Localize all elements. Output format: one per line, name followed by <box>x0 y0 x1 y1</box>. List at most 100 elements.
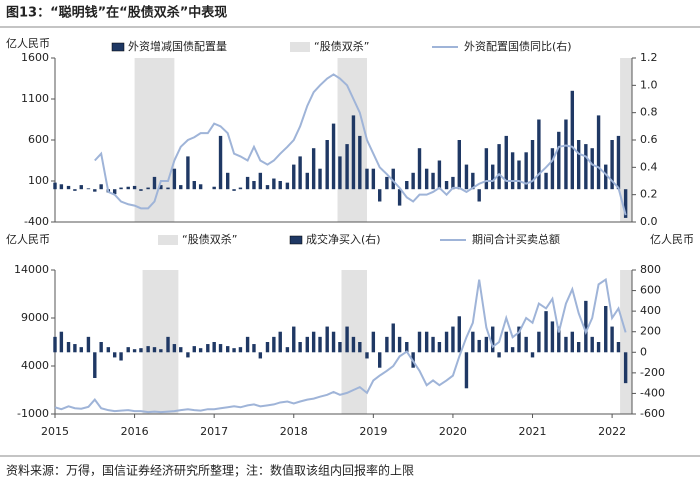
bar <box>385 176 389 190</box>
x-tick-label: 2015 <box>41 425 69 438</box>
bar <box>524 336 528 353</box>
bar <box>345 144 349 190</box>
y2-tick-label: -600 <box>640 407 665 420</box>
x-tick-label: 2021 <box>519 425 547 438</box>
bar <box>557 131 561 190</box>
bar <box>537 331 541 353</box>
bar <box>564 119 568 190</box>
bar <box>471 172 475 190</box>
y-tick-label: -400 <box>24 215 49 228</box>
bar <box>198 184 203 190</box>
bar <box>106 347 111 353</box>
x-tick-label: 2019 <box>359 425 387 438</box>
bar <box>365 168 369 190</box>
y-tick-label: -1000 <box>17 407 49 420</box>
bar <box>491 326 495 353</box>
y2-tick-label: 1.2 <box>640 51 658 64</box>
bar <box>159 185 163 190</box>
bar <box>564 336 568 353</box>
bar <box>278 181 282 190</box>
bar <box>576 342 581 353</box>
bar <box>437 342 442 353</box>
y-unit: 亿人民币 <box>6 233 50 246</box>
bar <box>405 342 409 353</box>
bar <box>265 342 270 353</box>
bar <box>166 187 170 190</box>
bar <box>59 184 64 190</box>
y2-tick-label: 0 <box>640 345 647 358</box>
bar <box>397 189 402 206</box>
bar <box>258 172 263 190</box>
y2-tick-label: 800 <box>640 263 661 276</box>
bar <box>305 336 309 353</box>
bar <box>351 336 356 353</box>
bar <box>497 144 501 190</box>
y2-tick-label: 0.0 <box>640 215 658 228</box>
y2-tick-label: 600 <box>640 284 661 297</box>
y-tick-label: 600 <box>28 133 49 146</box>
bar <box>179 347 183 353</box>
bar <box>477 189 481 202</box>
bar <box>510 152 515 190</box>
bar <box>86 188 91 190</box>
bar <box>517 160 521 190</box>
legend-swatch <box>290 42 310 52</box>
bar <box>245 176 250 190</box>
bar <box>73 189 77 191</box>
bar <box>298 156 302 190</box>
y2-unit: 亿人民币 <box>650 233 694 246</box>
x-tick-label: 2017 <box>200 425 228 438</box>
bar <box>424 168 429 190</box>
y2-tick-label: 200 <box>640 325 661 338</box>
bar <box>73 344 77 353</box>
bar <box>338 156 342 190</box>
bar <box>338 342 342 353</box>
bar <box>93 189 97 192</box>
bar <box>424 331 429 353</box>
legend-label: 外资增减国债配置量 <box>128 39 227 53</box>
bar <box>318 336 322 353</box>
bar <box>192 181 196 190</box>
bar <box>477 339 481 353</box>
x-tick-label: 2020 <box>439 425 467 438</box>
y-tick-label: 1600 <box>21 51 49 64</box>
bar <box>584 300 588 353</box>
bar <box>126 186 130 190</box>
bar <box>405 181 409 190</box>
bar <box>66 342 71 353</box>
bar <box>510 347 515 353</box>
y2-tick-label: 0.2 <box>640 188 658 201</box>
bar <box>358 135 362 190</box>
bar <box>325 326 329 353</box>
bar <box>238 187 243 190</box>
bar <box>351 115 356 190</box>
bar <box>457 140 461 190</box>
bar <box>132 349 137 353</box>
shade-band <box>620 58 632 222</box>
bar <box>331 331 336 353</box>
bar <box>437 160 442 190</box>
bar <box>119 187 123 190</box>
bar <box>79 185 83 190</box>
bar <box>285 182 290 190</box>
bar <box>66 185 71 190</box>
legend-swatch <box>289 235 303 245</box>
bar <box>278 331 282 353</box>
bar <box>616 342 621 353</box>
y-tick-label: 1100 <box>21 92 49 105</box>
bar <box>550 321 555 353</box>
bar <box>198 348 203 353</box>
bar <box>192 346 196 353</box>
bar <box>252 181 256 190</box>
legend-label: “股债双杀” <box>314 39 369 53</box>
bar <box>206 344 210 353</box>
bar <box>265 185 270 190</box>
bar <box>444 331 449 353</box>
bar <box>604 164 608 190</box>
bar <box>311 331 316 353</box>
bar <box>504 135 508 190</box>
bar <box>139 189 143 191</box>
bar <box>331 123 336 190</box>
bar <box>226 172 230 190</box>
